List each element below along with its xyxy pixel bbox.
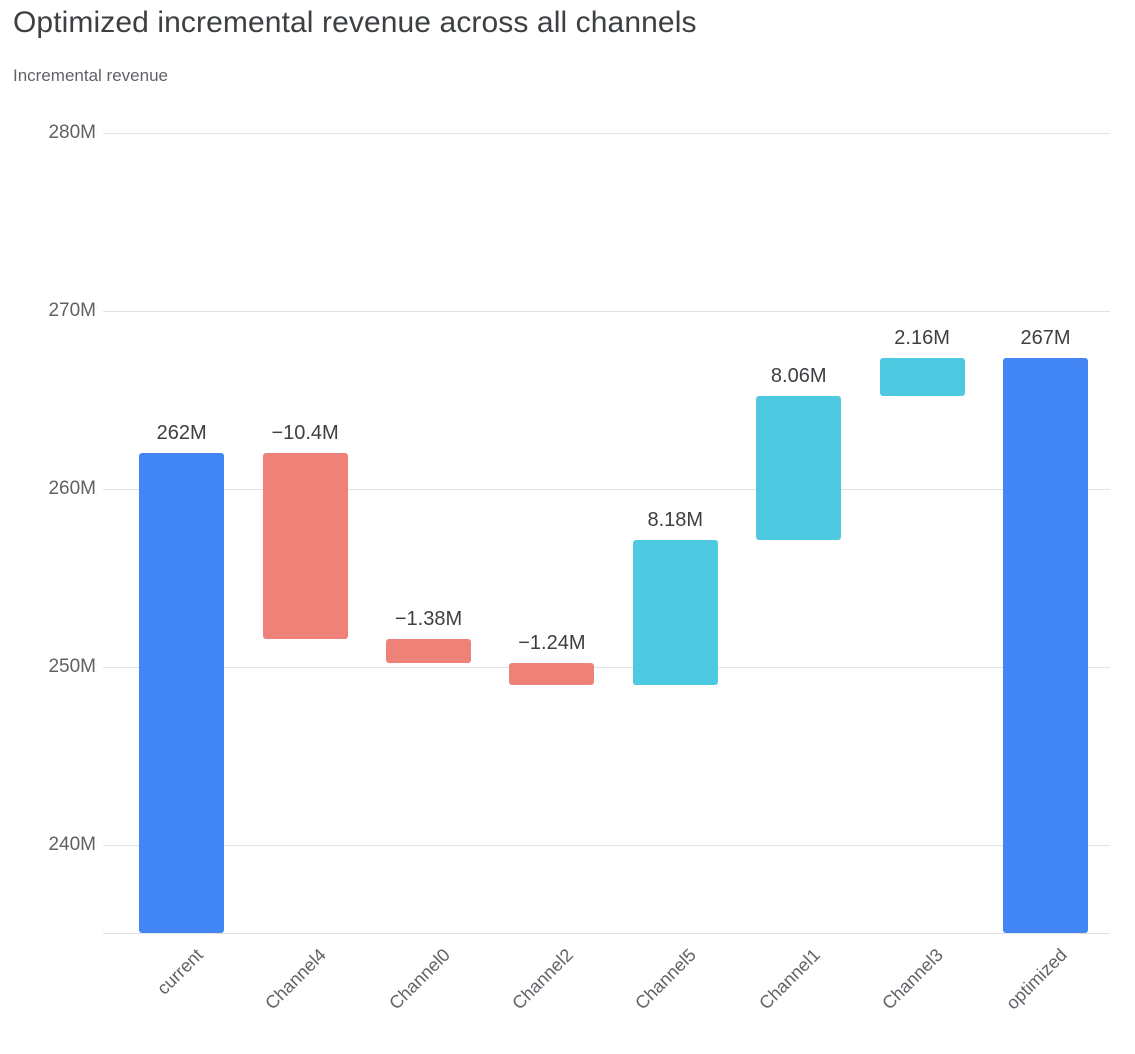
y-axis-tick-label: 250M (48, 656, 96, 677)
bar-value-label: 8.18M (647, 508, 704, 531)
x-axis-line (103, 933, 1110, 934)
chart-title: Optimized incremental revenue across all… (13, 6, 697, 39)
y-axis-tick-label: 270M (48, 300, 96, 321)
x-axis-label: Channel0 (384, 944, 454, 1014)
bar-value-label: 262M (156, 422, 207, 445)
x-axis-label: Channel3 (878, 944, 947, 1014)
y-axis-tick-label: 260M (48, 478, 96, 499)
x-axis-label: Channel5 (631, 944, 701, 1014)
x-axis-label: Channel2 (508, 944, 577, 1014)
x-axis-label: current (152, 944, 207, 999)
bar-value-label: −1.38M (394, 607, 463, 630)
x-axis-label: Channel4 (261, 944, 330, 1014)
x-axis-label: optimized (1001, 944, 1071, 1014)
bar-value-label: 8.06M (770, 365, 827, 388)
bar-channel1 (756, 396, 842, 540)
bar-current (139, 453, 225, 933)
gridline (103, 667, 1110, 668)
gridline (103, 133, 1110, 134)
gridline (103, 489, 1110, 490)
bar-value-label: 267M (1020, 326, 1071, 349)
bar-channel2 (509, 663, 595, 686)
bar-channel4 (262, 453, 348, 639)
bar-optimized (1003, 357, 1088, 933)
bar-value-label: −1.24M (518, 632, 586, 655)
bar-value-label: 2.16M (894, 326, 950, 349)
y-axis-tick-label: 240M (48, 834, 96, 855)
bar-value-label: −10.4M (271, 422, 339, 445)
gridline (103, 311, 1110, 312)
bar-channel5 (632, 539, 718, 686)
gridline (103, 845, 1110, 846)
chart-subtitle: Incremental revenue (13, 66, 168, 85)
bar-channel0 (386, 638, 471, 664)
y-axis-tick-label: 280M (48, 122, 96, 143)
bar-channel3 (879, 357, 965, 397)
x-axis-label: Channel1 (754, 944, 824, 1014)
